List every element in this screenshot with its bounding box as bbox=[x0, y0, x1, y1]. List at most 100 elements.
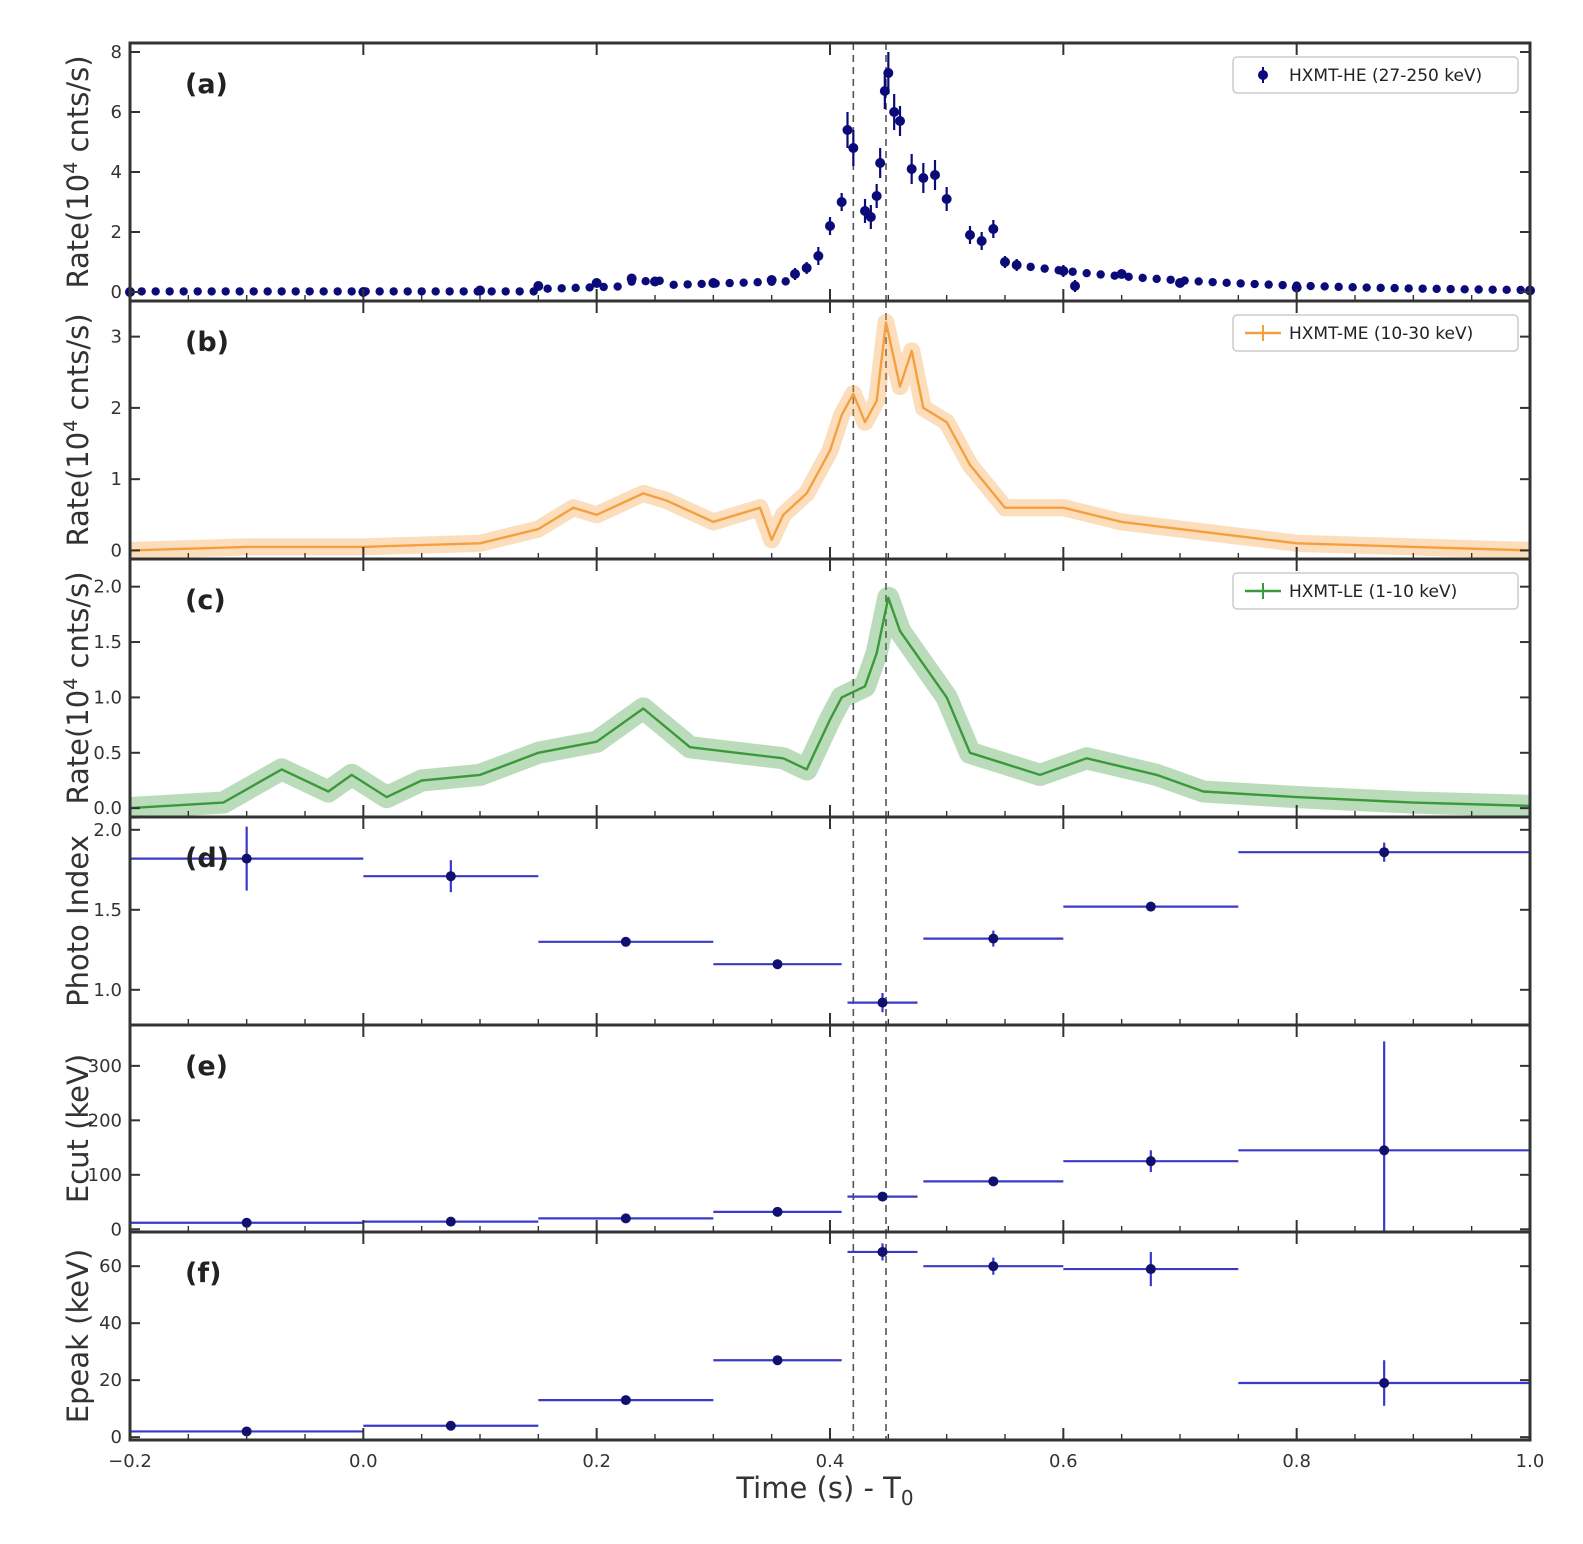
panel-f: 0 20 40 60 −0.2 0.0 0.2 0.4 0.6 0.8 1.0 (f) Epeak (k… bbox=[61, 1230, 1545, 1472]
panel-f-point-1 bbox=[241, 1426, 252, 1437]
panel-a-baseline-point bbox=[543, 284, 552, 293]
panel-a-point-15 bbox=[842, 125, 853, 135]
panel-e-ytick-label-1: 0 bbox=[111, 1219, 122, 1240]
panel-e-ytick-label-2: 100 bbox=[88, 1165, 122, 1186]
ylabel-tail: cnts/s) bbox=[61, 313, 95, 419]
panel-c-label: (c) bbox=[185, 585, 226, 616]
panel-a-tail-point bbox=[1222, 278, 1231, 288]
panel-f-label: (f) bbox=[185, 1258, 221, 1289]
panel-a-point-12 bbox=[813, 251, 824, 261]
panel-a-baseline-point bbox=[669, 280, 678, 290]
panel-a-baseline-point bbox=[599, 282, 608, 292]
panel-a-point-5 bbox=[591, 278, 602, 288]
panel-f-ytick-label-1: 0 bbox=[111, 1427, 122, 1448]
panel-a-tail-point bbox=[1348, 283, 1357, 292]
panel-a-baseline-point bbox=[221, 287, 230, 296]
panel-a-baseline-point bbox=[207, 287, 216, 296]
panel-a-baseline-point bbox=[235, 287, 244, 296]
panel-e-point-2 bbox=[445, 1216, 456, 1227]
panel-a-baseline-point bbox=[655, 276, 664, 285]
panel-f-ytick-label-4: 60 bbox=[99, 1256, 122, 1277]
panel-a-ylabel: Rate(104 cnts/s) bbox=[60, 55, 95, 288]
panel-a-baseline-point bbox=[767, 277, 776, 286]
panel-a-baseline-point bbox=[375, 287, 384, 296]
panel-a-tail-point bbox=[1278, 280, 1287, 290]
panel-a-tail-point bbox=[1432, 284, 1441, 294]
panel-a-baseline-point bbox=[319, 287, 328, 296]
panel-d-ylabel: Photo Index bbox=[61, 835, 95, 1007]
panel-f-point-2 bbox=[445, 1420, 456, 1431]
panel-a-baseline-point bbox=[501, 287, 510, 296]
panel-e-point-4 bbox=[772, 1206, 783, 1217]
panel-a-tail-point bbox=[1054, 266, 1063, 275]
panel-a-tail-point bbox=[1026, 262, 1035, 272]
panel-a-legend-label: HXMT-HE (27-250 keV) bbox=[1289, 66, 1482, 86]
panel-f-ytick-label-2: 20 bbox=[99, 1370, 122, 1391]
panel-a-tail-point bbox=[1292, 281, 1301, 290]
panel-a-baseline-point bbox=[403, 287, 412, 296]
panel-a-tail-point bbox=[1474, 285, 1483, 294]
panel-a-point-35 bbox=[1070, 281, 1080, 291]
panel-d-ytick-label-3: 2.0 bbox=[93, 820, 122, 841]
panel-a-baseline-point bbox=[641, 276, 650, 286]
panel-a-point-20 bbox=[875, 158, 886, 168]
panel-a-tail-point bbox=[1418, 284, 1427, 293]
panel-a-point-14 bbox=[836, 197, 847, 207]
panel-a-baseline-point bbox=[487, 287, 496, 296]
panel-a-baseline-point bbox=[249, 287, 258, 296]
panel-a-tail-point bbox=[1502, 285, 1511, 295]
panel-a-baseline-point bbox=[389, 287, 398, 296]
panel-f-xtick-label-7: 1.0 bbox=[1516, 1451, 1545, 1472]
panel-a-baseline-point bbox=[431, 287, 440, 296]
panel-d-point-2 bbox=[445, 871, 456, 882]
panel-a-tail-point bbox=[1138, 273, 1147, 283]
panel-e-point-3 bbox=[620, 1213, 631, 1224]
panel-a-tail-point bbox=[1166, 275, 1175, 284]
panel-a-tail-point bbox=[1208, 277, 1217, 287]
panel-a-point-25 bbox=[906, 164, 917, 174]
panel-a-point-27 bbox=[930, 170, 940, 180]
panel-a-tail-point bbox=[1320, 282, 1329, 291]
ylabel-superscript: 4 bbox=[60, 162, 82, 174]
panel-a-label: (a) bbox=[185, 69, 228, 100]
panel-f-ytick-label-3: 40 bbox=[99, 1313, 122, 1334]
panel-b-series-line bbox=[129, 321, 1531, 552]
panel-a-baseline-point bbox=[445, 287, 454, 296]
panel-a-baseline-point bbox=[165, 287, 174, 296]
panel-c-ytick-label-1: 0.0 bbox=[93, 798, 122, 819]
panel-a-tail-point bbox=[1096, 270, 1105, 279]
panel-c-ytick-label-5: 2.0 bbox=[93, 577, 122, 598]
panel-a-point-18 bbox=[865, 212, 876, 222]
panel-a-baseline-point bbox=[151, 287, 160, 296]
panel-a-baseline-point bbox=[179, 287, 188, 296]
panel-a-point-19 bbox=[871, 191, 882, 201]
panel-a-baseline-point bbox=[627, 277, 636, 286]
panel-e-label: (e) bbox=[185, 1051, 228, 1082]
panel-a-tail-point bbox=[1488, 285, 1497, 294]
panel-a-baseline-point bbox=[347, 287, 356, 296]
panel-f-xtick-label-4: 0.4 bbox=[816, 1451, 845, 1472]
panel-f-point-5 bbox=[877, 1246, 888, 1257]
panel-a-tail-point bbox=[1362, 283, 1371, 292]
ylabel-superscript: 4 bbox=[60, 420, 82, 432]
panel-f-point-8 bbox=[1379, 1378, 1390, 1389]
panel-a-ytick-label-3: 4 bbox=[111, 162, 122, 183]
panel-a-tail-point bbox=[1390, 283, 1399, 293]
panel-d-point-1 bbox=[241, 853, 252, 864]
panel-a-point-23 bbox=[889, 107, 900, 117]
panel-a-tail-point bbox=[1306, 281, 1315, 291]
panel-c-ylabel: Rate(104 cnts/s) bbox=[60, 571, 95, 804]
panel-e-point-8 bbox=[1379, 1145, 1390, 1156]
panel-b-ytick-label-1: 0 bbox=[111, 540, 122, 561]
panel-a-baseline-point bbox=[683, 280, 692, 289]
panel-a-baseline-point bbox=[753, 278, 762, 287]
panel-c-series-line bbox=[129, 596, 1531, 810]
panel-d-point-7 bbox=[1145, 901, 1156, 912]
panel-d-point-4 bbox=[772, 959, 783, 970]
panel-a-baseline-point bbox=[473, 287, 482, 296]
panel-a-ytick-label-4: 6 bbox=[111, 102, 122, 123]
panel-c-ytick-label-3: 1.0 bbox=[93, 687, 122, 708]
panel-a-tail-point bbox=[1334, 282, 1343, 292]
panel-a-tail-point bbox=[1446, 284, 1455, 294]
panel-d: 1.0 1.5 2.0 (d) Photo Index bbox=[61, 815, 1532, 1027]
